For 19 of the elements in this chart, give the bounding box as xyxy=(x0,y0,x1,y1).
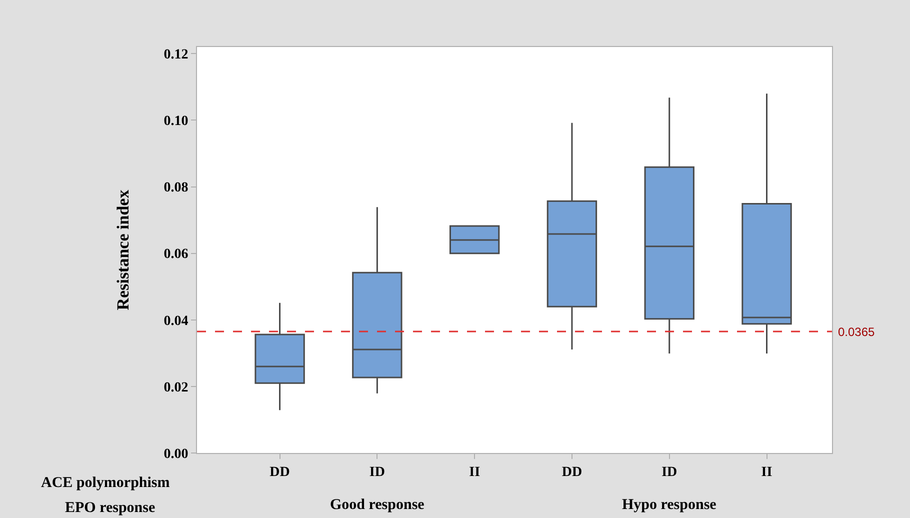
y-tick-label: 0.08 xyxy=(164,180,188,196)
x-tick-label: DD xyxy=(270,464,290,480)
y-tick-label: 0.02 xyxy=(164,380,188,396)
text: EPO response xyxy=(65,500,156,516)
x-tick-label: ID xyxy=(369,464,385,480)
x-tick-label: II xyxy=(469,464,480,480)
text: Hypo response xyxy=(622,497,717,513)
x-tick-label: DD xyxy=(562,464,582,480)
y-tick-label: 0.06 xyxy=(164,247,188,262)
y-tick-label: 0.12 xyxy=(164,48,188,63)
text: Good response xyxy=(330,497,425,513)
x-tick-label: II xyxy=(761,464,772,480)
text: ACE polymorphism xyxy=(41,475,170,491)
y-tick-label: 0.00 xyxy=(164,446,188,462)
y-tick-label: 0.04 xyxy=(164,314,188,329)
y-tick-label: 0.10 xyxy=(164,114,188,130)
x-tick-label: ID xyxy=(662,464,678,480)
y-axis-title: Resistance index xyxy=(113,189,132,310)
ref-line-label: 0.0365 xyxy=(838,325,876,339)
